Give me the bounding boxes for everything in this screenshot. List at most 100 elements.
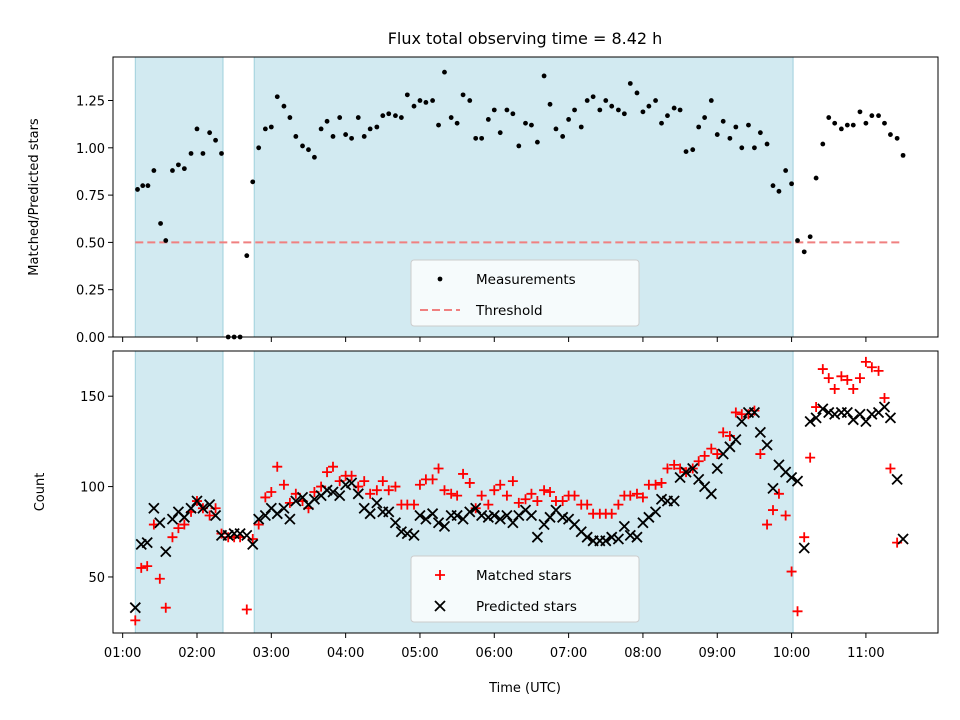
data-point [653, 98, 658, 103]
data-point [810, 412, 822, 424]
data-point [296, 491, 309, 504]
data-point [878, 401, 891, 413]
data-point [513, 497, 524, 508]
data-point [432, 517, 445, 529]
data-point [733, 124, 739, 130]
data-point [683, 149, 689, 154]
x-tick-label: 03:00 [253, 646, 290, 661]
data-point [866, 408, 878, 420]
x-tick-label: 10:00 [773, 646, 810, 661]
data-point [752, 145, 757, 151]
bottom-panel: 50 100 150 01:00 02:00 03:00 04:00 05:00 06:00 07… [33, 350, 939, 661]
data-point [668, 495, 680, 507]
data-point [213, 137, 218, 143]
data-point [433, 463, 444, 474]
y-tick-label: 1.00 [76, 142, 105, 157]
data-point [409, 499, 420, 510]
data-point [748, 406, 761, 419]
data-point [882, 120, 887, 126]
data-point [764, 141, 770, 147]
data-point [185, 502, 197, 514]
data-point [361, 134, 367, 139]
data-point [491, 107, 497, 113]
data-point [308, 493, 321, 505]
data-point [863, 120, 869, 126]
data-point [374, 124, 380, 130]
data-point [510, 111, 516, 117]
data-point [699, 450, 710, 461]
data-point [300, 143, 305, 149]
data-point [866, 362, 877, 373]
data-point [844, 122, 850, 128]
data-point [805, 452, 816, 463]
data-point [188, 151, 194, 156]
data-point [795, 238, 800, 243]
data-point [438, 520, 451, 532]
data-point [259, 509, 272, 522]
data-point [869, 113, 875, 119]
data-point [811, 402, 822, 413]
data-point [142, 561, 153, 572]
data-point [776, 188, 782, 194]
data-point [260, 492, 271, 503]
data-point [547, 101, 553, 107]
data-point [829, 383, 840, 394]
data-point [817, 403, 829, 415]
data-point [798, 542, 810, 554]
data-point [167, 532, 178, 543]
data-point [801, 249, 807, 255]
data-point [268, 124, 274, 130]
data-point [799, 532, 810, 543]
data-point [278, 479, 289, 490]
x-axis-label: Time (UTC) [488, 681, 561, 696]
data-point [879, 393, 890, 403]
data-point [767, 482, 779, 495]
data-point [359, 476, 370, 487]
data-point [603, 98, 609, 103]
data-point [690, 147, 696, 153]
data-point [838, 126, 844, 132]
data-point [894, 135, 900, 141]
data-point [736, 415, 748, 428]
data-point [176, 162, 181, 168]
data-point [804, 415, 816, 428]
data-point [364, 508, 376, 520]
data-point [501, 509, 513, 522]
data-point [207, 130, 213, 136]
legend-label: Predicted stars [476, 599, 577, 615]
data-point [786, 566, 797, 577]
data-point [250, 179, 256, 185]
data-point [367, 126, 373, 132]
data-point [768, 505, 778, 516]
data-point [637, 492, 648, 503]
data-point [873, 365, 884, 376]
data-point [136, 562, 147, 573]
data-point [274, 94, 280, 100]
data-point [253, 519, 264, 530]
data-point [671, 105, 677, 111]
data-point [181, 166, 187, 172]
data-point [857, 109, 863, 115]
data-point [884, 412, 897, 424]
legend-box [410, 555, 640, 623]
data-point [398, 115, 404, 120]
data-point [900, 152, 906, 158]
data-point [538, 518, 550, 531]
data-point [613, 499, 624, 510]
data-point [216, 528, 227, 539]
data-point [813, 175, 819, 181]
data-point [532, 496, 543, 507]
data-point [439, 485, 450, 496]
data-point [129, 602, 141, 614]
data-point [365, 488, 376, 499]
data-point [708, 98, 714, 103]
data-point [507, 476, 518, 487]
data-point [625, 490, 636, 501]
data-point [504, 107, 510, 113]
data-point [687, 462, 699, 475]
data-point [454, 120, 460, 126]
data-point [191, 495, 203, 507]
data-point [730, 407, 741, 418]
data-point [158, 221, 163, 226]
data-point [621, 111, 627, 117]
